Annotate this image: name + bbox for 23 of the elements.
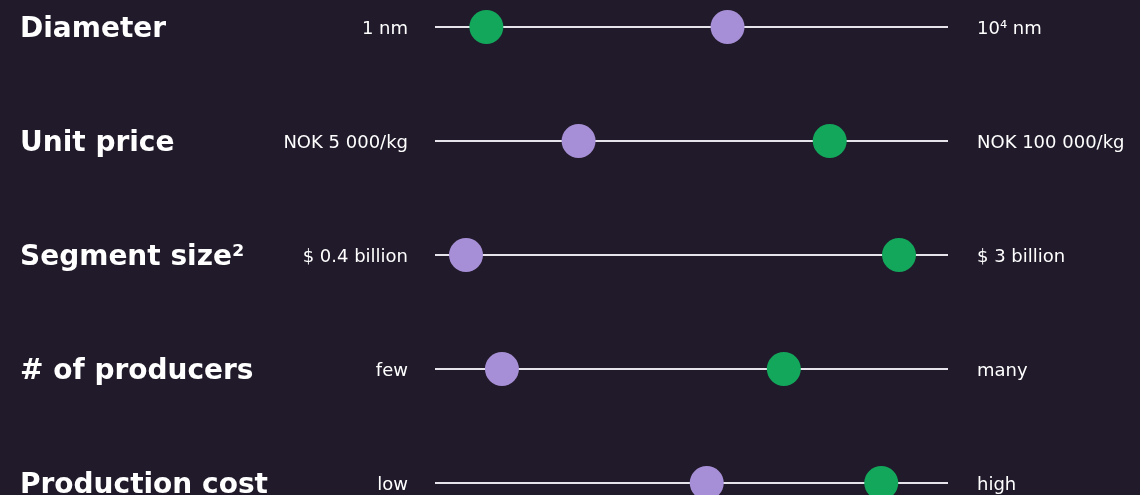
point <box>449 238 483 272</box>
text: NOK 100 000/kg <box>977 131 1125 152</box>
point <box>484 352 519 386</box>
point <box>766 352 801 386</box>
text: many <box>977 359 1028 380</box>
y-tick-label: Unit price <box>20 125 175 158</box>
text: NOK 5 000/kg <box>283 131 408 152</box>
y-tick-label: Segment size² <box>20 239 245 272</box>
y-tick-label: Production cost <box>20 467 268 495</box>
text: high <box>977 473 1017 494</box>
text: 1 nm <box>361 17 408 38</box>
text: low <box>377 473 408 494</box>
point <box>812 124 847 158</box>
text: $ 3 billion <box>977 245 1066 266</box>
text: 10⁴ nm <box>977 17 1042 38</box>
point <box>710 10 745 44</box>
point <box>561 124 596 158</box>
y-tick-label: # of producers <box>20 353 254 386</box>
point <box>882 238 916 272</box>
text: few <box>375 359 408 380</box>
text: $ 0.4 billion <box>302 245 408 266</box>
y-tick-label: Diameter <box>20 11 167 44</box>
point <box>469 10 504 44</box>
